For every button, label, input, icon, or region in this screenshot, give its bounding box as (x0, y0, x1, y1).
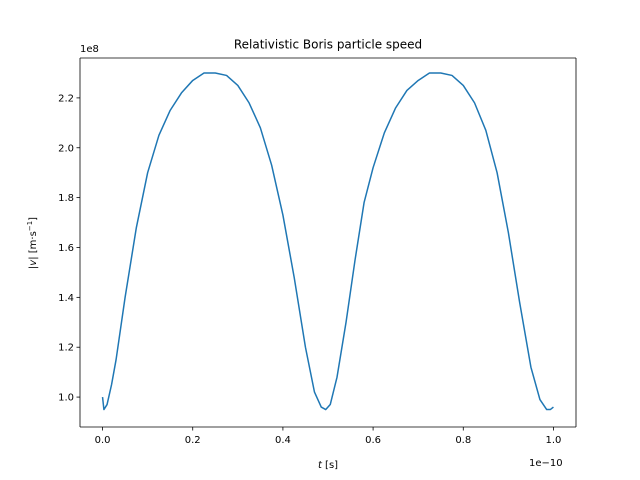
x-axis-ticks: 0.0 0.2 0.4 0.6 0.8 1.0 (95, 427, 562, 446)
series-line-0 (101, 72, 554, 411)
y-axis-label-close: ] (28, 217, 39, 221)
y-tick-label: 1.6 (58, 243, 74, 254)
x-tick-label: 0.2 (185, 435, 201, 446)
y-axis-label-pre: | (28, 266, 39, 269)
y-tick-label: 1.8 (58, 193, 74, 204)
y-axis-label-post: | [m·s (28, 231, 39, 260)
x-tick-label: 0.0 (95, 435, 111, 446)
y-tick-label: 1.2 (58, 343, 74, 354)
chart-title: Relativistic Boris particle speed (234, 38, 422, 52)
y-axis-label: |v| [m·s−1] (26, 217, 39, 269)
x-tick-label: 0.8 (455, 435, 471, 446)
x-tick-label: 0.6 (365, 435, 381, 446)
y-tick-label: 2.0 (58, 143, 74, 154)
y-axis-label-sup: −1 (26, 221, 34, 231)
y-tick-label: 1.4 (58, 293, 74, 304)
x-axis-label: t [s] (318, 460, 338, 471)
x-axis-label-var: t (318, 460, 323, 471)
y-axis-label-var: v (28, 259, 39, 266)
y-offset-label: 1e8 (80, 44, 99, 55)
y-tick-label: 2.2 (58, 93, 74, 104)
x-offset-label: 1e−10 (529, 458, 563, 469)
x-axis-label-unit: [s] (322, 460, 338, 471)
x-tick-label: 1.0 (546, 435, 562, 446)
plot-area (79, 57, 577, 428)
y-tick-label: 1.0 (58, 393, 74, 404)
plot-background (80, 58, 576, 427)
y-axis-ticks: 1.0 1.2 1.4 1.6 1.8 2.0 2.2 (58, 93, 80, 404)
x-tick-label: 0.4 (275, 435, 291, 446)
